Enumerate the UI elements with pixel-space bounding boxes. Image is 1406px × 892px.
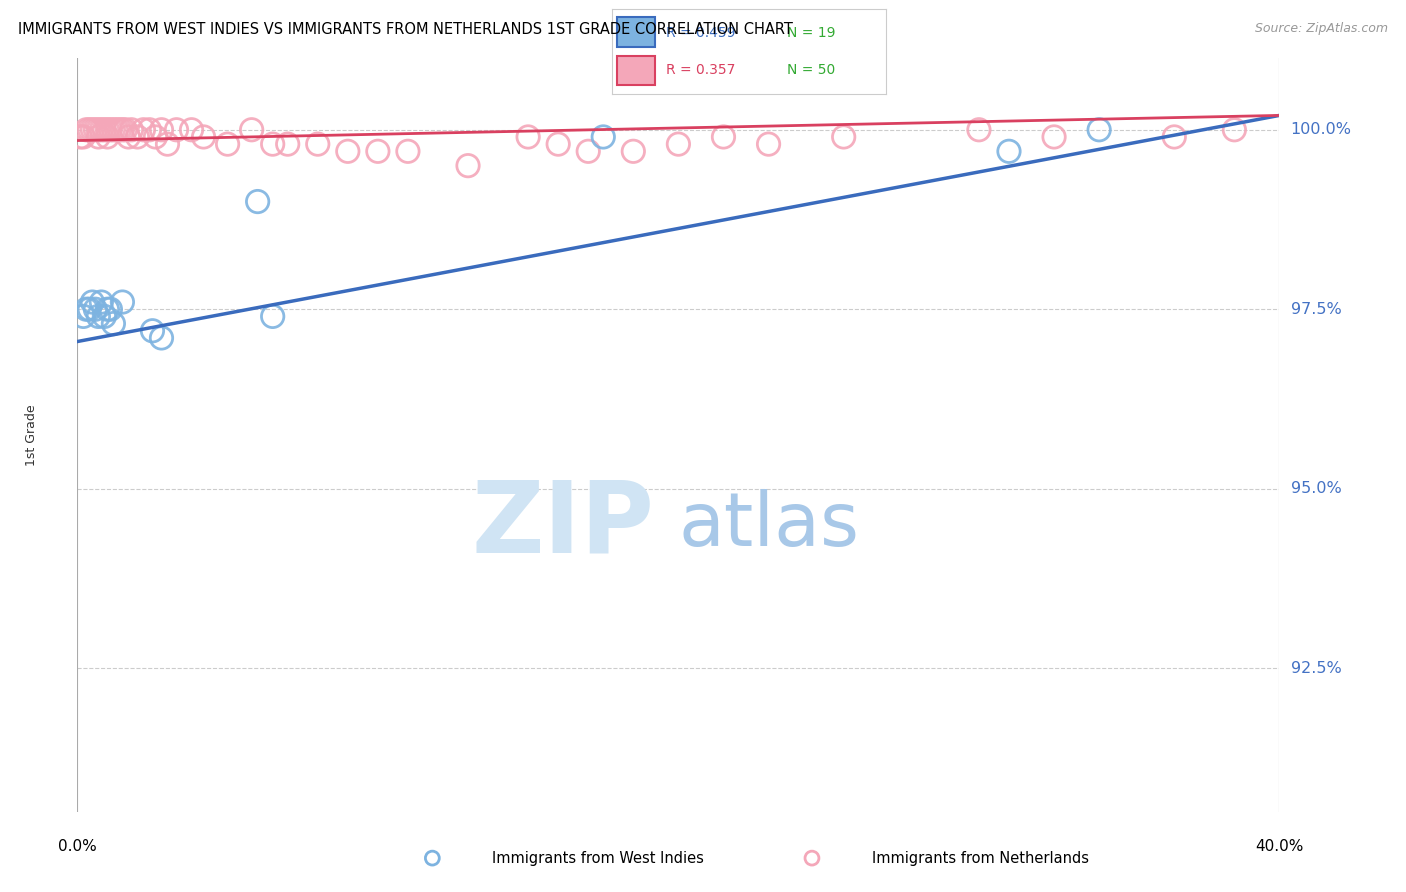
- Point: [262, 137, 284, 152]
- Point: [217, 137, 239, 152]
- Point: [100, 122, 122, 136]
- Text: Source: ZipAtlas.com: Source: ZipAtlas.com: [1254, 22, 1388, 36]
- Point: [117, 130, 139, 145]
- Point: [72, 310, 94, 324]
- Point: [90, 295, 112, 310]
- Point: [396, 145, 419, 159]
- Point: [82, 122, 104, 136]
- Text: 100.0%: 100.0%: [1291, 122, 1351, 137]
- Point: [82, 295, 104, 310]
- Point: [1088, 122, 1111, 136]
- Point: [100, 302, 122, 317]
- Text: IMMIGRANTS FROM WEST INDIES VS IMMIGRANTS FROM NETHERLANDS 1ST GRADE CORRELATION: IMMIGRANTS FROM WEST INDIES VS IMMIGRANT…: [18, 22, 793, 37]
- Point: [246, 194, 269, 209]
- Point: [111, 295, 134, 310]
- Point: [422, 851, 444, 865]
- Point: [998, 145, 1021, 159]
- Text: N = 50: N = 50: [787, 63, 835, 77]
- Point: [801, 851, 824, 865]
- Text: 95.0%: 95.0%: [1291, 481, 1341, 496]
- Point: [1223, 122, 1246, 136]
- Text: 92.5%: 92.5%: [1291, 661, 1341, 675]
- Point: [141, 324, 163, 338]
- Text: R = 0.357: R = 0.357: [666, 63, 735, 77]
- Point: [79, 302, 101, 317]
- Text: 40.0%: 40.0%: [1256, 839, 1303, 855]
- Point: [103, 317, 125, 331]
- Point: [114, 122, 136, 136]
- Point: [105, 122, 128, 136]
- Point: [87, 310, 110, 324]
- Bar: [617, 55, 655, 85]
- Point: [103, 122, 125, 136]
- Point: [668, 137, 690, 152]
- Bar: [617, 18, 655, 47]
- Point: [621, 145, 644, 159]
- Point: [75, 302, 97, 317]
- Point: [547, 137, 569, 152]
- Point: [758, 137, 780, 152]
- Point: [93, 310, 115, 324]
- Point: [69, 130, 91, 145]
- Point: [87, 130, 110, 145]
- Point: [367, 145, 389, 159]
- Point: [150, 122, 173, 136]
- Text: ZIP: ZIP: [471, 477, 654, 574]
- Point: [967, 122, 990, 136]
- Point: [1043, 130, 1066, 145]
- Point: [592, 130, 614, 145]
- Text: atlas: atlas: [679, 489, 859, 562]
- Point: [307, 137, 329, 152]
- Point: [262, 310, 284, 324]
- Text: Immigrants from West Indies: Immigrants from West Indies: [492, 851, 704, 865]
- Point: [832, 130, 855, 145]
- Point: [132, 122, 155, 136]
- Point: [150, 331, 173, 345]
- Point: [96, 130, 118, 145]
- Point: [90, 122, 112, 136]
- Point: [457, 159, 479, 173]
- Text: Immigrants from Netherlands: Immigrants from Netherlands: [872, 851, 1088, 865]
- Text: 97.5%: 97.5%: [1291, 301, 1341, 317]
- Text: 1st Grade: 1st Grade: [25, 404, 38, 466]
- Point: [145, 130, 167, 145]
- Point: [84, 122, 107, 136]
- Point: [75, 122, 97, 136]
- Point: [93, 122, 115, 136]
- Point: [180, 122, 202, 136]
- Point: [1163, 130, 1185, 145]
- Point: [517, 130, 540, 145]
- Point: [713, 130, 735, 145]
- Point: [127, 130, 149, 145]
- Point: [336, 145, 359, 159]
- Point: [193, 130, 215, 145]
- Point: [84, 302, 107, 317]
- Point: [87, 122, 110, 136]
- Point: [277, 137, 299, 152]
- Point: [96, 302, 118, 317]
- Point: [96, 122, 118, 136]
- Point: [120, 122, 142, 136]
- Text: R = 0.459: R = 0.459: [666, 26, 735, 39]
- Point: [240, 122, 263, 136]
- Point: [79, 122, 101, 136]
- Point: [108, 122, 131, 136]
- Text: 0.0%: 0.0%: [58, 839, 97, 855]
- Point: [138, 122, 160, 136]
- Point: [576, 145, 599, 159]
- Point: [111, 122, 134, 136]
- Text: N = 19: N = 19: [787, 26, 835, 39]
- Point: [166, 122, 188, 136]
- Point: [156, 137, 179, 152]
- Point: [72, 130, 94, 145]
